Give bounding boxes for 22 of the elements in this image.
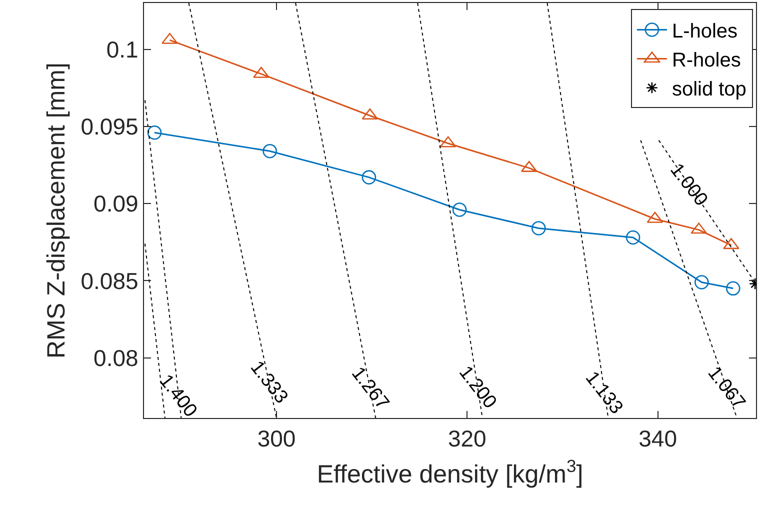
point bbox=[532, 221, 546, 236]
y-tick-label: 0.1 bbox=[106, 36, 138, 62]
y-tick-label: 0.095 bbox=[80, 113, 138, 140]
y-axis-title: RMS Z-displacement [mm] bbox=[42, 62, 70, 358]
y-tick-label: 0.085 bbox=[80, 268, 138, 294]
point bbox=[262, 144, 277, 158]
point bbox=[362, 170, 376, 184]
x-tick-label: 320 bbox=[448, 426, 486, 452]
legend-label: R-holes bbox=[672, 50, 741, 72]
point bbox=[626, 230, 640, 245]
legend-label: L-holes bbox=[672, 20, 738, 43]
legend-label: solid top bbox=[672, 78, 746, 101]
x-axis-title: Effective density [kg/m$^{3}$] bbox=[316, 456, 584, 489]
point bbox=[452, 202, 467, 217]
x-tick-label: 300 bbox=[257, 426, 296, 452]
point bbox=[726, 281, 740, 296]
x-tick-label: 340 bbox=[638, 426, 677, 452]
y-tick-label: 0.09 bbox=[94, 190, 138, 217]
point bbox=[362, 108, 378, 120]
y-tick-label: 0.08 bbox=[94, 344, 138, 371]
point bbox=[694, 275, 709, 290]
point bbox=[147, 125, 162, 140]
